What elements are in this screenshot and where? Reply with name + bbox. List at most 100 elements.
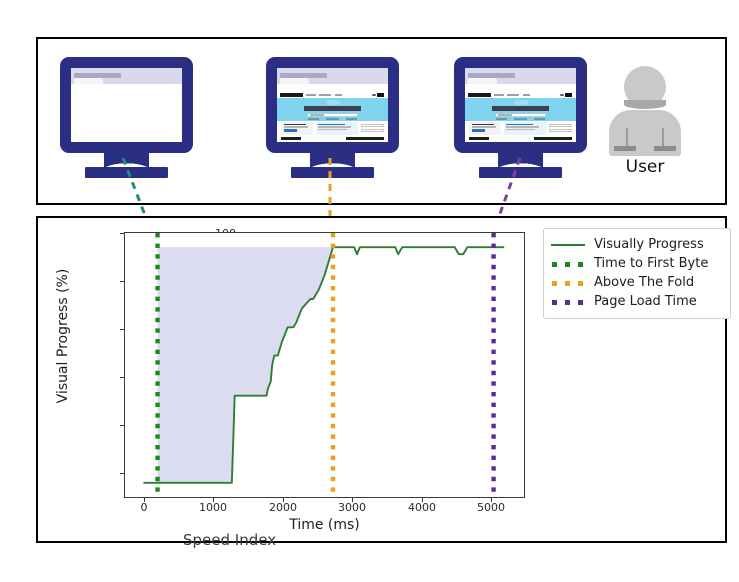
form-input-2: [361, 128, 384, 133]
footer-left: [469, 137, 490, 140]
legend-item[interactable]: Above The Fold: [551, 273, 723, 292]
site-logo: [468, 92, 491, 98]
cloud-icon: [325, 99, 342, 105]
speed-index-region: [157, 247, 333, 483]
card-mid-title: [506, 123, 533, 125]
x-tick-label: 1000: [199, 501, 227, 514]
chart-legend: Visually Progress Time to First Byte Abo…: [543, 228, 731, 319]
hero-headline: [303, 106, 362, 111]
card-mid-text-2: [318, 128, 347, 130]
hero-search-placeholder: [498, 113, 512, 116]
hero-chip-3: [533, 118, 545, 121]
browser-tabstrip: [74, 73, 121, 78]
monitor-blank: [60, 57, 193, 183]
plot-area: [124, 232, 525, 498]
site-nav-item-2: [319, 94, 332, 97]
browser-tabstrip: [468, 73, 515, 78]
x-tick-mark: [144, 498, 145, 502]
x-tick-mark: [491, 498, 492, 502]
site-logo: [280, 92, 303, 98]
screenshot-filmstrip-panel: User: [36, 37, 727, 205]
monitor-screen-loaded: [277, 68, 388, 142]
site-nav-menu-button: [377, 92, 385, 98]
monitor-fully-loaded: [454, 57, 587, 183]
speed-index-annotation: Speed Index: [183, 531, 277, 549]
card-mid-text-1: [506, 126, 540, 128]
card-mid-text-1: [318, 126, 352, 128]
y-tick-mark: [120, 425, 124, 426]
x-tick-label: 4000: [408, 501, 436, 514]
site-nav-item-3: [522, 94, 531, 97]
monitor-screen-loaded: [465, 68, 576, 142]
site-nav-item-1: [305, 94, 316, 97]
card-mid-title: [318, 123, 345, 125]
monitor-screen-blank: [71, 68, 182, 142]
form-input-2: [549, 128, 572, 133]
legend-label: Time to First Byte: [594, 256, 709, 271]
footer-left: [281, 137, 302, 140]
monitor-foot: [479, 167, 562, 178]
legend-label: Visually Progress: [594, 237, 704, 252]
y-tick-mark: [120, 473, 124, 474]
hero-search-placeholder: [310, 113, 324, 116]
hero-chip-2: [325, 118, 340, 121]
plot-svg: [143, 233, 505, 497]
site-nav-menu-button: [565, 92, 573, 98]
y-axis-label: Visual Progress (%): [55, 268, 71, 404]
chart: Visual Progress (%) 100 80 60 40 20 0 0 …: [38, 218, 731, 549]
hero-search-input: [306, 112, 359, 118]
hero-chip-3: [345, 118, 357, 121]
legend-swatch-line-icon: [551, 239, 585, 251]
card-left-text: [283, 126, 309, 128]
card-left-button: [471, 129, 485, 133]
legend-item[interactable]: Visually Progress: [551, 235, 723, 254]
body-card-mid: [315, 122, 359, 135]
person-chin-icon: [624, 100, 666, 109]
form-input-1: [361, 123, 384, 128]
cloud-icon: [513, 99, 530, 105]
person-cuff-left: [614, 146, 636, 151]
browser-active-tab: [74, 78, 104, 85]
monitor-above-the-fold: [266, 57, 399, 183]
site-nav-item-2: [507, 94, 520, 97]
blank-page-content: [71, 84, 182, 142]
legend-label: Page Load Time: [594, 294, 697, 309]
x-tick-label: 0: [140, 501, 148, 514]
y-tick-mark: [120, 377, 124, 378]
user-avatar: [602, 66, 688, 160]
user-label: User: [625, 157, 665, 177]
legend-item[interactable]: Page Load Time: [551, 292, 723, 311]
monitor-foot: [291, 167, 374, 178]
x-tick-mark: [422, 498, 423, 502]
x-tick-mark: [283, 498, 284, 502]
x-tick-label: 5000: [477, 501, 505, 514]
site-nav-icon: [372, 93, 376, 97]
person-arm-right: [662, 128, 664, 146]
x-tick-mark: [352, 498, 353, 502]
person-cuff-right: [654, 146, 676, 151]
person-arm-left: [626, 128, 628, 146]
footer-right: [345, 137, 384, 140]
form-input-1: [549, 123, 572, 128]
legend-label: Above The Fold: [594, 275, 695, 290]
x-tick-label: 3000: [338, 501, 366, 514]
legend-swatch-dotted-icon: [551, 258, 585, 270]
browser-active-tab: [468, 78, 498, 85]
card-left-text: [471, 126, 497, 128]
legend-item[interactable]: Time to First Byte: [551, 254, 723, 273]
legend-swatch-dotted-icon: [551, 296, 585, 308]
card-left-title: [283, 123, 306, 125]
x-axis-label: Time (ms): [289, 517, 360, 533]
speed-index-chart-panel: Visual Progress (%) 100 80 60 40 20 0 0 …: [36, 216, 731, 549]
hero-headline: [491, 106, 550, 111]
x-tick-mark: [213, 498, 214, 502]
card-left-title: [471, 123, 494, 125]
footer-right: [533, 137, 572, 140]
site-nav-icon: [560, 93, 564, 97]
browser-tabstrip: [280, 73, 327, 78]
y-tick-mark: [120, 329, 124, 330]
visually-progress-line: [143, 246, 505, 484]
hero-chip-1: [308, 118, 320, 121]
x-tick-label: 2000: [269, 501, 297, 514]
hero-search-input: [494, 112, 547, 118]
